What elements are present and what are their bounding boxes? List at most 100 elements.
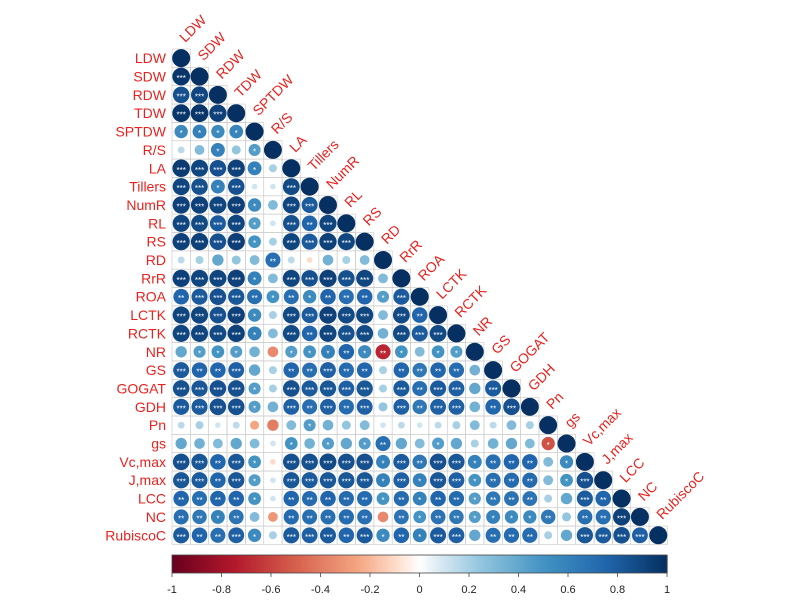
correlation-circle-NC-RrR bbox=[393, 509, 409, 525]
correlation-circle-LCTK-RL bbox=[337, 306, 355, 324]
colorbar-strip bbox=[550, 555, 554, 573]
significance-mark: * bbox=[381, 459, 384, 468]
correlation-circle-Tillers-SPTDW bbox=[251, 183, 258, 190]
correlation-circle-RCTK-Tillers bbox=[301, 325, 318, 342]
correlation-circle-NR-RD bbox=[375, 344, 391, 360]
significance-mark: *** bbox=[287, 202, 296, 211]
correlation-circle-RDW-RDW bbox=[208, 85, 227, 104]
correlation-circle-LCTK-Tillers bbox=[301, 307, 318, 324]
correlation-circle-Pn-RL bbox=[341, 420, 351, 430]
correlation-circle-NC-LCC bbox=[612, 508, 631, 526]
significance-mark: ** bbox=[215, 533, 221, 542]
colorbar-strip bbox=[409, 555, 413, 573]
colorbar-strip bbox=[582, 555, 586, 573]
correlation-circle-NumR-NumR bbox=[318, 195, 337, 214]
colorbar-strip bbox=[253, 555, 257, 573]
correlation-circle-RL-TDW bbox=[227, 214, 245, 232]
correlation-circle-RS-RS bbox=[355, 232, 374, 251]
correlation-circle-gs-SPTDW bbox=[249, 438, 260, 449]
correlation-circle-ROA-SDW bbox=[191, 288, 208, 305]
colorbar-strip bbox=[322, 555, 327, 573]
significance-mark: *** bbox=[195, 331, 204, 340]
significance-mark: * bbox=[473, 459, 476, 468]
colorbar-strip bbox=[273, 555, 277, 573]
correlation-circle-GDH-SPTDW bbox=[248, 400, 261, 413]
correlation-circle-Vc,max-ROA bbox=[412, 454, 427, 470]
correlation-circle-RrR-LDW bbox=[172, 269, 190, 287]
significance-mark: *** bbox=[397, 386, 406, 395]
correlation-circle-GOGAT-SPTDW bbox=[248, 382, 261, 395]
colorbar-strip bbox=[285, 555, 289, 573]
correlation-circle-NC-SPTDW bbox=[249, 512, 260, 522]
correlation-circle-GS-GS bbox=[484, 361, 503, 380]
row-label: gs bbox=[151, 436, 166, 452]
colorbar-tick-label: -0.6 bbox=[262, 584, 281, 596]
correlation-circle-GS-NumR bbox=[320, 362, 336, 379]
correlation-circle-GOGAT-RDW bbox=[209, 380, 227, 397]
colorbar-strip bbox=[268, 555, 272, 573]
colorbar-strip bbox=[226, 555, 230, 573]
significance-mark: *** bbox=[323, 459, 332, 468]
colorbar-strip bbox=[392, 555, 396, 573]
correlation-circle-gs-LA bbox=[284, 437, 298, 450]
correlation-circle-NC-RL bbox=[338, 509, 354, 525]
correlation-circle-gs-Pn bbox=[541, 436, 555, 451]
correlation-circle-Pn-GOGAT bbox=[506, 420, 517, 431]
significance-mark: *** bbox=[342, 331, 351, 340]
colorbar-strip bbox=[662, 555, 666, 573]
correlation-circle-J,max-LA bbox=[283, 472, 300, 489]
correlation-circle-RrR-Tillers bbox=[301, 270, 318, 287]
correlation-circle-gs-RS bbox=[358, 437, 371, 450]
colorbar-strip bbox=[528, 555, 532, 573]
significance-mark: *** bbox=[232, 478, 241, 487]
correlation-circle-GDH-TDW bbox=[227, 398, 245, 416]
correlation-circle-ROA-TDW bbox=[228, 288, 245, 305]
significance-mark: *** bbox=[213, 313, 222, 322]
significance-mark: * bbox=[253, 313, 256, 322]
correlation-circle-LCC-Vc,max bbox=[576, 490, 593, 507]
correlation-circle-NR-SPTDW bbox=[249, 346, 260, 358]
significance-mark: * bbox=[180, 129, 183, 138]
colorbar-strip bbox=[629, 555, 633, 573]
colorbar-strip bbox=[283, 555, 287, 573]
correlation-circle-LCTK-SDW bbox=[190, 306, 209, 324]
colorbar-strip bbox=[647, 555, 651, 573]
significance-mark: ** bbox=[398, 496, 404, 505]
significance-mark: ** bbox=[215, 478, 221, 487]
colorbar-strip bbox=[417, 555, 421, 573]
correlation-circle-NR-R/S bbox=[267, 346, 279, 358]
significance-mark: *** bbox=[287, 386, 296, 395]
significance-mark: *** bbox=[433, 478, 442, 487]
colorbar-strip bbox=[315, 555, 319, 573]
colorbar-strip bbox=[330, 555, 334, 573]
significance-mark: ** bbox=[380, 441, 386, 450]
colorbar-strip bbox=[441, 555, 445, 573]
correlation-circle-GDH-GS bbox=[485, 399, 501, 415]
correlation-circle-GS-RCTK bbox=[448, 362, 465, 378]
significance-mark: ** bbox=[527, 496, 533, 505]
significance-mark: *** bbox=[323, 331, 332, 340]
correlation-circle-GS-LCTK bbox=[430, 362, 446, 378]
colorbar-strip bbox=[206, 555, 210, 573]
colorbar-strip bbox=[553, 555, 557, 573]
significance-mark: *** bbox=[342, 386, 351, 395]
correlation-circle-LA-SPTDW bbox=[247, 161, 262, 176]
significance-mark: *** bbox=[342, 313, 351, 322]
significance-mark: *** bbox=[397, 331, 406, 340]
correlation-circle-RS-LA bbox=[282, 233, 300, 251]
colorbar-strip bbox=[476, 555, 480, 573]
significance-mark: * bbox=[253, 239, 256, 248]
correlation-circle-RCTK-LDW bbox=[172, 324, 190, 342]
significance-mark: *** bbox=[617, 533, 626, 542]
significance-mark: *** bbox=[232, 313, 241, 322]
colorbar-strip bbox=[659, 555, 663, 573]
significance-mark: * bbox=[253, 202, 256, 211]
colorbar-strip bbox=[288, 555, 292, 573]
correlation-circle-GDH-NR bbox=[469, 401, 481, 413]
colorbar-strip bbox=[251, 555, 255, 573]
correlation-circle-GS-ROA bbox=[412, 362, 427, 378]
correlation-circle-LCC-J,max bbox=[595, 490, 612, 507]
correlation-circle-LCTK-RS bbox=[356, 306, 374, 324]
significance-mark: ** bbox=[362, 368, 368, 377]
correlation-circle-NC-Tillers bbox=[302, 509, 318, 525]
